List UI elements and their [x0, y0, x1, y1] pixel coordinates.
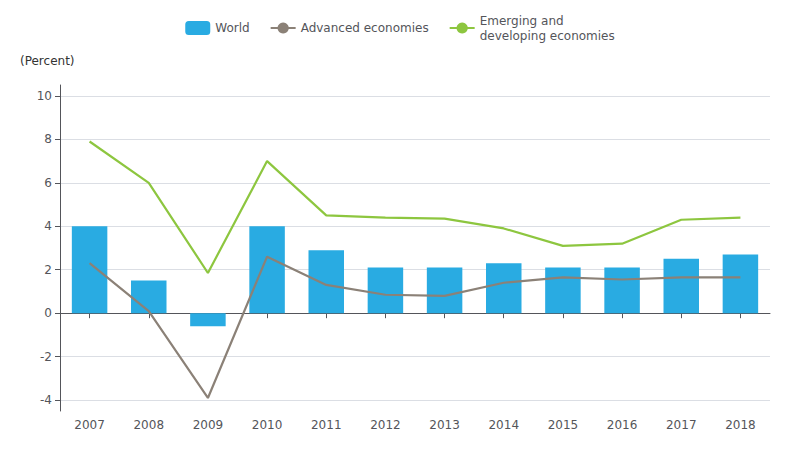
- svg-text:2010: 2010: [252, 418, 283, 432]
- svg-text:World: World: [215, 21, 249, 35]
- svg-text:6: 6: [44, 176, 52, 190]
- svg-text:developing economies: developing economies: [480, 29, 615, 43]
- svg-text:2009: 2009: [193, 418, 224, 432]
- svg-text:2012: 2012: [370, 418, 401, 432]
- svg-text:10: 10: [37, 89, 52, 103]
- svg-text:2017: 2017: [666, 418, 697, 432]
- svg-text:2011: 2011: [311, 418, 342, 432]
- svg-text:(Percent): (Percent): [20, 54, 75, 68]
- svg-text:-4: -4: [40, 393, 52, 407]
- svg-text:2008: 2008: [133, 418, 164, 432]
- svg-text:2007: 2007: [74, 418, 105, 432]
- svg-text:2015: 2015: [548, 418, 579, 432]
- svg-text:Emerging and: Emerging and: [480, 14, 564, 28]
- svg-text:2016: 2016: [607, 418, 638, 432]
- svg-text:2018: 2018: [725, 418, 756, 432]
- svg-text:8: 8: [44, 132, 52, 146]
- svg-text:4: 4: [44, 219, 52, 233]
- svg-text:0: 0: [44, 306, 52, 320]
- svg-text:2014: 2014: [488, 418, 519, 432]
- svg-text:2013: 2013: [429, 418, 460, 432]
- svg-text:-2: -2: [40, 350, 52, 364]
- svg-text:2: 2: [44, 263, 52, 277]
- svg-text:Advanced economies: Advanced economies: [301, 21, 429, 35]
